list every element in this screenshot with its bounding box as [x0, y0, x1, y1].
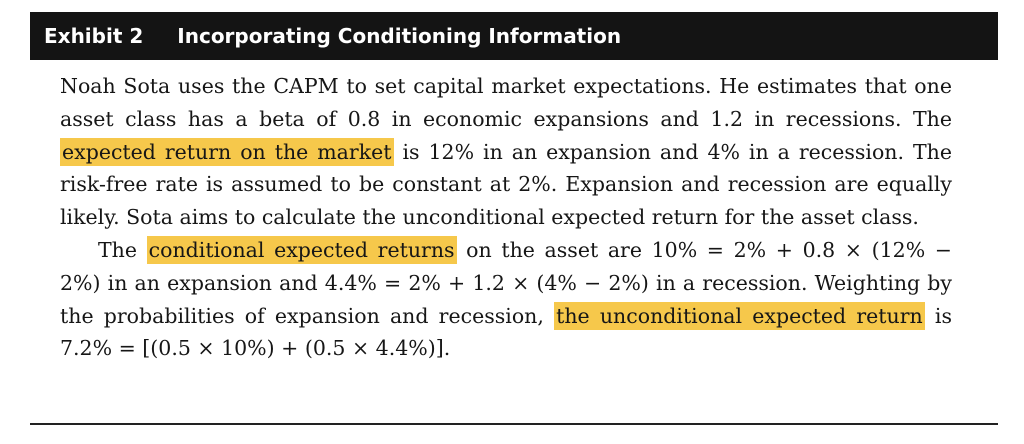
paragraph-2-text-b: on the asset are 10% = 2% + 0.8 × (12% −…: [60, 237, 952, 328]
paragraph-2-text-c: is 7.2% = [(0.5 × 10%) + (0.5 × 4.4%)].: [60, 303, 952, 361]
highlight-expected-return-market: expected return on the market: [60, 137, 394, 166]
paragraph-1: Noah Sota uses the CAPM to set capital m…: [60, 70, 952, 234]
paragraph-2-text-a: The: [98, 237, 147, 262]
highlight-conditional-expected-returns: conditional expected returns: [146, 235, 457, 264]
paragraph-2: The conditional expected returns on the …: [60, 234, 952, 365]
highlight-unconditional-expected-return: the unconditional expected return: [554, 301, 925, 330]
exhibit-title: Incorporating Conditioning Information: [177, 24, 622, 48]
paragraph-1-text-b: is 12% in an expansion and 4% in a reces…: [60, 139, 952, 230]
bottom-rule: [30, 423, 998, 425]
exhibit-number: Exhibit 2: [44, 24, 144, 48]
exhibit-body: Noah Sota uses the CAPM to set capital m…: [60, 70, 952, 365]
exhibit-header: Exhibit 2 Incorporating Conditioning Inf…: [30, 12, 998, 60]
paragraph-1-text-a: Noah Sota uses the CAPM to set capital m…: [60, 74, 952, 131]
